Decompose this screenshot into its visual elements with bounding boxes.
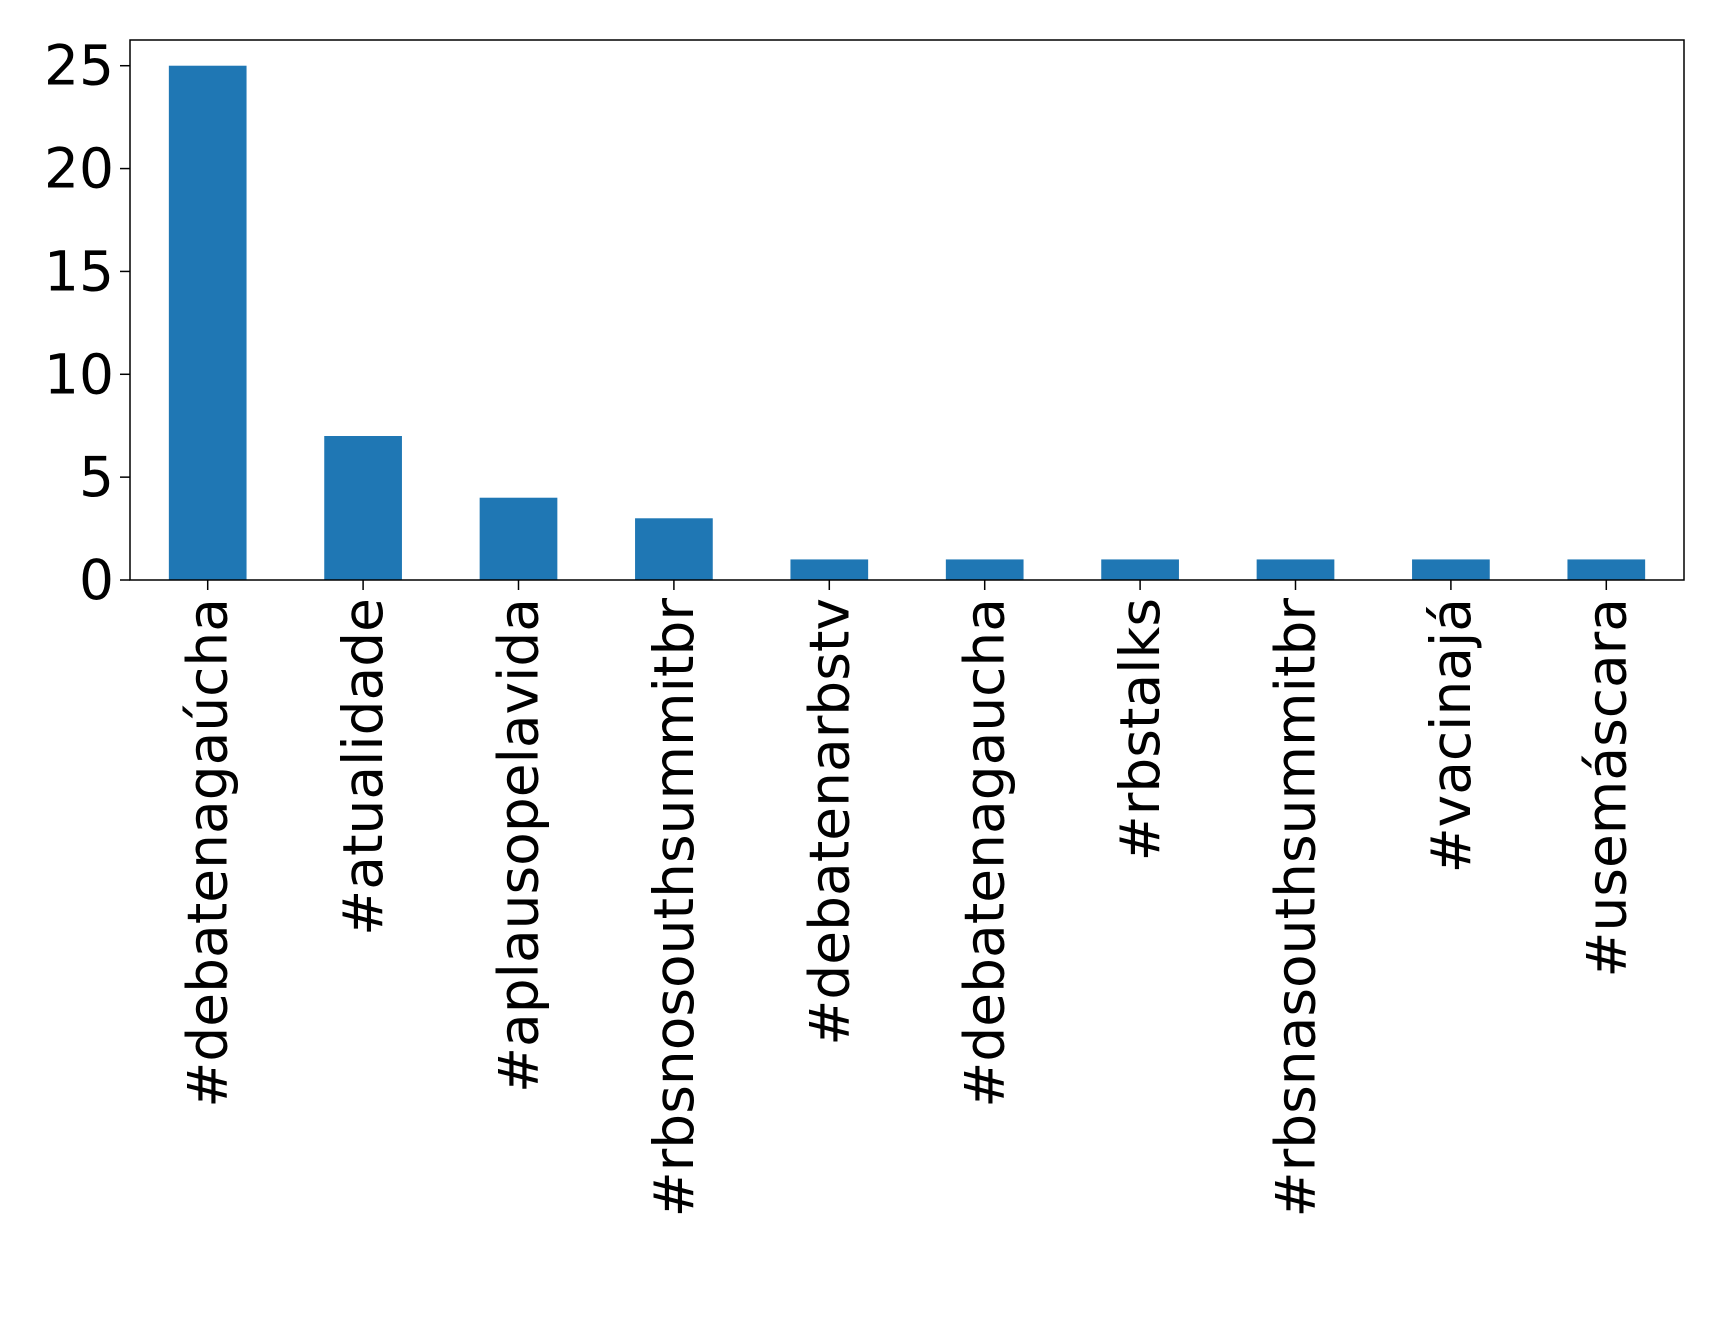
y-tick-label: 5 [79,445,114,509]
bar [1567,559,1646,580]
bar [1256,559,1335,580]
y-tick-label: 20 [44,137,114,201]
bar [479,497,558,580]
x-tick-label: #debatenarbstv [797,598,861,1046]
x-tick-label: #atualidade [331,598,395,936]
bar [324,436,402,580]
x-tick-label: #usemáscara [1574,598,1638,978]
x-tick-label: #debatenagaucha [953,598,1017,1108]
bar [635,518,713,580]
x-tick-label: #rbsnasouthsummitbr [1264,598,1328,1218]
y-tick-label: 15 [44,239,114,303]
bar [945,559,1024,580]
bar [1412,559,1490,580]
x-tick-label: #aplausopelavida [487,598,551,1093]
y-tick-label: 25 [44,34,114,98]
bar [790,559,869,580]
y-tick-label: 0 [79,548,114,612]
y-tick-label: 10 [44,342,114,406]
x-tick-label: #rbstalks [1108,598,1172,861]
bar [1101,559,1179,580]
x-tick-label: #rbsnosouthsummitbr [642,598,706,1218]
x-tick-label: #debatenagaúcha [176,598,240,1108]
x-tick-label: #vacinajá [1419,598,1483,873]
axes-frame [129,39,1685,581]
bar [168,65,247,580]
